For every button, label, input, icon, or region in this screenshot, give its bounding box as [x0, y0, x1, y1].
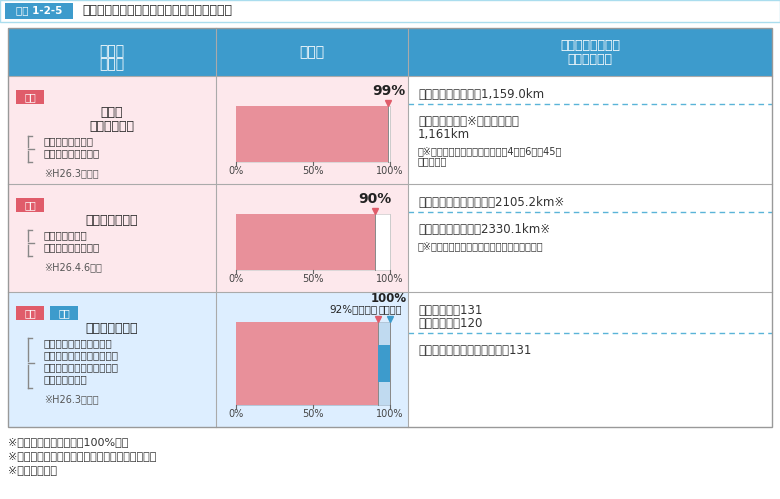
Text: ※　空港機能については100%復旧: ※ 空港機能については100%復旧 — [8, 437, 129, 447]
Bar — [408, 184, 772, 292]
Text: 被災した港湾施設の箇所数　131: 被災した港湾施設の箇所数 131 — [418, 344, 531, 357]
Text: 被災した路線延長　2330.1km※: 被災した路線延長 2330.1km※ — [418, 223, 550, 236]
Text: 港湾施設の割合: 港湾施設の割合 — [44, 374, 87, 384]
Text: 1,161km: 1,161km — [418, 128, 470, 141]
Bar — [50, 306, 78, 320]
Text: 運行再開した路線延長　2105.2km※: 運行再開した路線延長 2105.2km※ — [418, 196, 564, 209]
Text: 完了済み開通延長　1,159.0km: 完了済み開通延長 1,159.0km — [418, 88, 544, 101]
Text: 99%: 99% — [372, 84, 405, 98]
Text: 交通網（港湾）: 交通網（港湾） — [86, 322, 138, 335]
Bar — [16, 90, 44, 104]
Text: 図表 1-2-5: 図表 1-2-5 — [16, 5, 62, 15]
Bar — [216, 292, 408, 427]
Text: 100%: 100% — [376, 409, 404, 419]
Text: ※H26.4.6時点: ※H26.4.6時点 — [44, 262, 102, 272]
Text: 0%: 0% — [229, 166, 243, 176]
Text: 着工: 着工 — [58, 308, 70, 318]
Bar — [236, 322, 378, 405]
Text: ※H26.3末時点: ※H26.3末時点 — [44, 168, 98, 178]
Bar — [216, 184, 408, 292]
Text: 0%: 0% — [229, 409, 243, 419]
Bar — [408, 28, 772, 76]
Bar — [236, 322, 390, 405]
Text: 100%: 100% — [371, 292, 407, 305]
Text: 及び本復旧工事が完了した: 及び本復旧工事が完了した — [44, 350, 119, 360]
Text: 完了箇所数　120: 完了箇所数 120 — [418, 317, 482, 330]
Text: 0%: 0% — [229, 274, 243, 284]
Text: 本復旧が完了した: 本復旧が完了した — [44, 136, 94, 146]
Text: 完了: 完了 — [24, 200, 36, 210]
Bar — [408, 76, 772, 184]
Text: 復旧・復興の状況: 復旧・復興の状況 — [560, 38, 620, 51]
Text: 90%: 90% — [358, 192, 392, 206]
Text: 着工箇所数　131: 着工箇所数 131 — [418, 304, 482, 317]
Text: 交通網: 交通網 — [101, 106, 123, 119]
Text: （着工）: （着工） — [378, 304, 402, 314]
Text: 100%: 100% — [376, 274, 404, 284]
Text: 進捗率: 進捗率 — [300, 45, 324, 59]
Text: 復旧工程計画に定められた: 復旧工程計画に定められた — [44, 362, 119, 372]
Bar — [236, 106, 388, 162]
Text: 本復旧工事に着工した、: 本復旧工事に着工した、 — [44, 338, 113, 348]
Bar — [216, 28, 408, 76]
Text: 50%: 50% — [303, 274, 324, 284]
Text: 運行を再開した: 運行を再開した — [44, 230, 87, 240]
Bar — [236, 214, 390, 270]
Text: 92%（完了）: 92%（完了） — [330, 304, 378, 314]
Text: 100%: 100% — [376, 166, 404, 176]
Bar — [236, 106, 390, 162]
Bar — [216, 76, 408, 184]
Text: に限る。: に限る。 — [418, 156, 448, 166]
Text: ※岩手、宮城、福島県内の国道4号、6号、45号: ※岩手、宮城、福島県内の国道4号、6号、45号 — [418, 146, 562, 156]
Text: ※　復興庁調べ: ※ 復興庁調べ — [8, 465, 57, 475]
Text: 被災地の交通ネットワークの復旧・復興状況: 被災地の交通ネットワークの復旧・復興状況 — [82, 3, 232, 16]
Bar — [236, 214, 374, 270]
Bar — [16, 198, 44, 212]
Text: 50%: 50% — [303, 409, 324, 419]
Bar — [16, 306, 44, 320]
Bar — [8, 28, 216, 76]
Text: ※H26.3末時点: ※H26.3末時点 — [44, 394, 98, 404]
Text: 交通網（鉄道）: 交通網（鉄道） — [86, 214, 138, 227]
Bar — [408, 292, 772, 427]
Text: （直轄国道）: （直轄国道） — [90, 120, 134, 133]
Bar — [8, 292, 216, 427]
Bar — [0, 0, 780, 22]
Text: 道路開通延長の割合: 道路開通延長の割合 — [44, 148, 101, 158]
Bar — [0, 0, 780, 22]
Bar — [8, 28, 772, 427]
Text: 項　目: 項 目 — [99, 44, 125, 58]
Text: 50%: 50% — [303, 166, 324, 176]
Bar — [8, 184, 216, 292]
Text: 鉄道路線延長の割合: 鉄道路線延長の割合 — [44, 242, 101, 252]
Text: ／被害の状況: ／被害の状況 — [568, 52, 612, 65]
Text: 主要な直轄国道※の総開通延長: 主要な直轄国道※の総開通延長 — [418, 115, 519, 128]
Text: ※　福島県の避難指示区域は、原則除いている。: ※ 福島県の避難指示区域は、原則除いている。 — [8, 451, 156, 461]
Bar — [8, 76, 216, 184]
Text: 完了: 完了 — [24, 308, 36, 318]
Bar — [5, 3, 73, 19]
Bar — [378, 345, 390, 382]
Text: 指標名: 指標名 — [99, 57, 125, 71]
Text: 完了: 完了 — [24, 92, 36, 102]
Text: ※岩手、宮城、福島県内の旅客鉄道分を計上: ※岩手、宮城、福島県内の旅客鉄道分を計上 — [418, 241, 544, 251]
